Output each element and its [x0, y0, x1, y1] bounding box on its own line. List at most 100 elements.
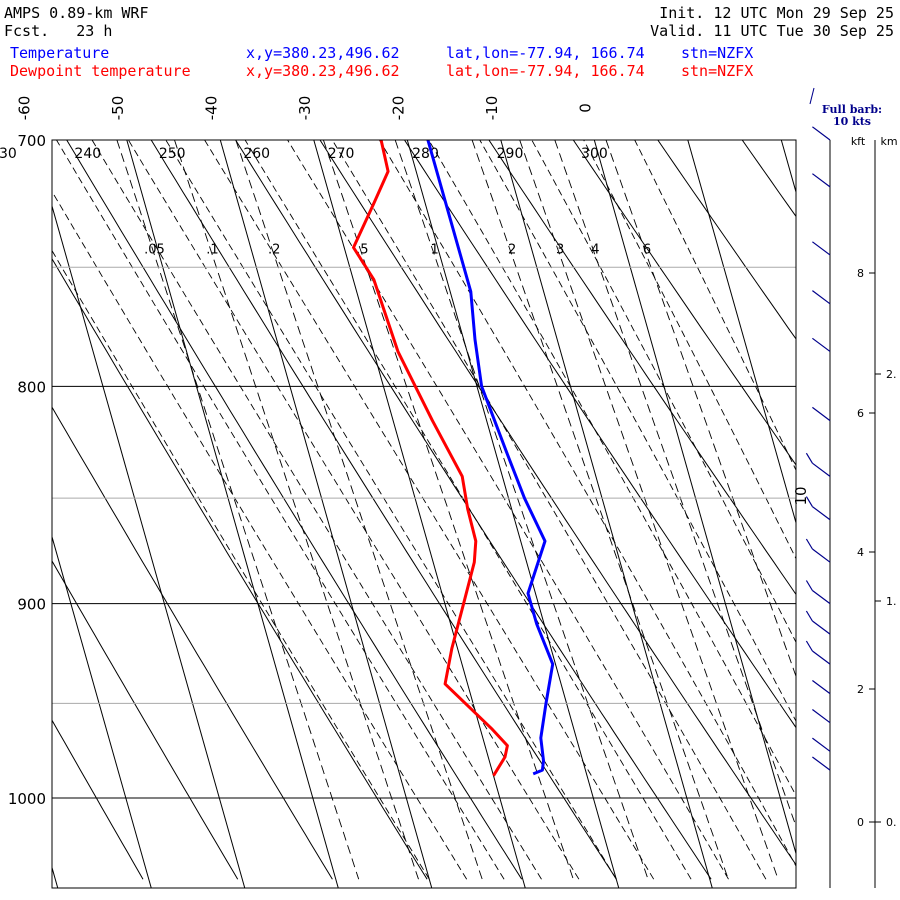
km-axis-label: km	[880, 135, 897, 148]
moist-adiabat-line	[204, 140, 655, 880]
wind-barb-feather	[805, 580, 813, 591]
theta-label: 250	[159, 146, 186, 162]
wind-barb	[812, 462, 831, 477]
theta-label: 290	[497, 146, 524, 162]
moist-adiabat-line	[287, 140, 729, 880]
legend-dewpoint-stn: stn=NZFX	[681, 62, 754, 80]
barb-legend: Full barb: 10 kts	[814, 104, 890, 128]
temperature-tick-label: -30	[296, 96, 314, 121]
isotherm-line	[52, 535, 152, 888]
isotherm-line	[875, 140, 900, 888]
moist-adiabat-line	[244, 140, 692, 880]
wind-barb	[812, 241, 831, 256]
dry-adiabat-line	[827, 140, 900, 879]
mixing-ratio-line	[322, 140, 574, 880]
wind-barb	[812, 126, 831, 141]
km-tick-label: 1.	[886, 595, 897, 608]
dry-adiabat-line	[235, 140, 712, 880]
dry-adiabat-line	[741, 140, 796, 218]
theta-label: 240	[74, 146, 101, 162]
fcst-value: 23 h	[76, 22, 113, 40]
dry-adiabat-line	[404, 140, 796, 729]
wind-barb	[812, 756, 831, 771]
moist-adiabat-line	[634, 140, 796, 472]
mixing-ratio-label: 4	[591, 242, 599, 257]
legend-dewpoint-latlon: lat,lon=-77.94, 166.74	[446, 62, 645, 80]
temperature-profile-line	[426, 140, 555, 776]
mixing-ratio-label: .05	[144, 242, 165, 257]
temperature-tick-label: -40	[202, 96, 220, 121]
moist-adiabat-line	[531, 140, 796, 644]
mixing-ratio-line	[605, 140, 796, 678]
mixing-ratio-label: 1	[430, 242, 438, 257]
fcst-label: Fcst.	[4, 22, 50, 40]
wind-barb-feather	[805, 452, 813, 464]
isotherm-line	[313, 140, 526, 888]
theta-label: 300	[581, 146, 608, 162]
mixing-ratio-line	[116, 140, 360, 880]
isotherm-line	[593, 140, 796, 856]
legend-temperature-stn: stn=NZFX	[681, 44, 754, 62]
pressure-tick-label: 1000	[8, 790, 46, 808]
dry-adiabat-line	[52, 559, 239, 880]
init-label: Init.	[659, 4, 705, 22]
wind-barb-feather	[805, 640, 813, 652]
moist-adiabat-line	[479, 140, 796, 723]
mixing-ratio-label: .1	[206, 242, 218, 257]
temperature-tick-label: -60	[15, 96, 33, 121]
dry-adiabat-line	[52, 406, 333, 880]
legend-dewpoint-name: Dewpoint temperature	[10, 62, 191, 80]
kft-tick-label: 0	[857, 816, 864, 829]
mixing-ratio-line	[519, 140, 779, 880]
mixing-ratio-label: 6	[643, 242, 651, 257]
dewpoint-profile-line	[352, 140, 509, 777]
theta-label: 230	[0, 146, 17, 162]
mixing-ratio-line	[174, 140, 419, 880]
mixing-ratio-line	[554, 140, 796, 828]
isotherm-line	[126, 140, 339, 888]
wind-barb-feather	[805, 538, 813, 550]
wind-barb	[812, 173, 831, 188]
mixing-ratio-label: .5	[356, 242, 368, 257]
barb-legend-icon	[809, 87, 815, 105]
dry-adiabat-line	[0, 140, 48, 879]
kft-tick-label: 8	[857, 267, 864, 280]
dry-adiabat-line	[52, 257, 428, 880]
init-value: 12 UTC Mon 29 Sep 25	[713, 4, 894, 22]
wind-barb	[812, 737, 831, 752]
legend-temperature-xy: x,y=380.23,496.62	[246, 44, 400, 62]
wind-barb	[812, 680, 831, 695]
dry-adiabat-line	[319, 140, 796, 866]
kft-tick-label: 4	[857, 546, 864, 559]
isotherm-line	[406, 140, 620, 888]
moist-adiabat-line	[127, 140, 580, 880]
wind-barb	[812, 406, 831, 422]
wind-barb	[812, 337, 831, 352]
wind-barb	[812, 650, 831, 665]
mixing-ratio-label: 2	[508, 242, 516, 257]
wind-barb	[812, 290, 831, 305]
mixing-ratio-label: .2	[268, 242, 280, 257]
theta-label: 260	[243, 146, 270, 162]
mixing-ratio-line	[471, 140, 729, 880]
temperature-tick-label: -10	[483, 96, 501, 121]
kft-tick-label: 2	[857, 683, 864, 696]
isotherm-line	[687, 140, 796, 525]
wind-barb	[812, 709, 831, 724]
temperature-tick-label: 0	[576, 103, 594, 113]
dry-adiabat-line	[657, 140, 796, 340]
isotherm-line	[219, 140, 433, 888]
moist-adiabat-line	[331, 140, 767, 880]
kft-tick-label: 6	[857, 407, 864, 420]
dry-adiabat-line	[52, 719, 144, 880]
barb-legend-line2: 10 kts	[832, 115, 872, 128]
dry-adiabat-line	[66, 140, 523, 880]
dry-adiabat-line	[572, 140, 796, 466]
plot-frame	[51, 139, 797, 889]
moist-adiabat-line	[52, 190, 468, 880]
wind-barb	[812, 548, 831, 563]
model-title: AMPS 0.89-km WRF	[4, 4, 149, 22]
wind-barb-feather	[805, 610, 813, 622]
moist-adiabat-line	[52, 249, 430, 880]
